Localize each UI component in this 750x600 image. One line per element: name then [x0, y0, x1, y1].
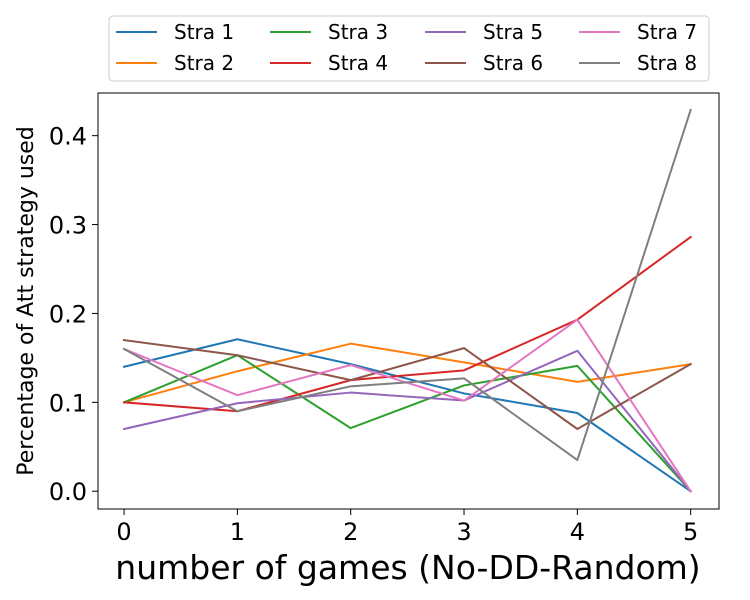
legend-label: Stra 5	[483, 20, 543, 44]
legend-label: Stra 1	[174, 20, 234, 44]
legend: Stra 1 Stra 2 Stra 3 Stra 4 Stra 5 Stra 6 Stra…	[108, 15, 710, 82]
x-tick-label: 5	[683, 518, 698, 546]
legend-item: Stra 2	[116, 51, 234, 75]
y-axis-title: Percentage of Att strategy used	[14, 126, 39, 476]
x-tick-label: 1	[230, 518, 245, 546]
legend-label: Stra 8	[637, 51, 697, 75]
legend-label: Stra 4	[328, 51, 388, 75]
series-line-stra-4	[122, 235, 693, 413]
series-line-stra-1	[122, 338, 693, 493]
legend-item: Stra 6	[425, 51, 543, 75]
legend-label: Stra 7	[637, 20, 697, 44]
legend-item: Stra 7	[579, 20, 697, 44]
legend-label: Stra 6	[483, 51, 543, 75]
x-axis: 0 1 2 3 4 5	[116, 509, 698, 546]
series-line-stra-6	[122, 338, 693, 430]
series-line-stra-2	[122, 342, 692, 404]
x-tick-label: 0	[116, 518, 131, 546]
y-tick-label: 0.1	[49, 389, 87, 417]
series-lines	[122, 108, 693, 493]
series-line-stra-3	[122, 354, 693, 493]
y-tick-label: 0.0	[49, 478, 87, 506]
y-tick-label: 0.2	[49, 300, 87, 328]
legend-label: Stra 2	[174, 51, 234, 75]
x-tick-label: 4	[570, 518, 585, 546]
legend-label: Stra 3	[328, 20, 388, 44]
legend-item: Stra 3	[270, 20, 388, 44]
legend-item: Stra 1	[116, 20, 234, 44]
legend-item: Stra 4	[270, 51, 388, 75]
y-axis: 0.0 0.1 0.2 0.3 0.4	[49, 123, 98, 506]
legend-frame	[108, 15, 710, 82]
series-line-stra-5	[122, 349, 693, 493]
y-tick-label: 0.3	[49, 212, 87, 240]
legend-item: Stra 5	[425, 20, 543, 44]
legend-item: Stra 8	[579, 51, 697, 75]
y-tick-label: 0.4	[49, 123, 87, 151]
x-axis-title: number of games (No-DD-Random)	[115, 548, 700, 587]
series-line-stra-8	[122, 108, 692, 462]
plot-frame	[97, 92, 720, 510]
x-tick-label: 2	[343, 518, 358, 546]
x-tick-label: 3	[456, 518, 471, 546]
